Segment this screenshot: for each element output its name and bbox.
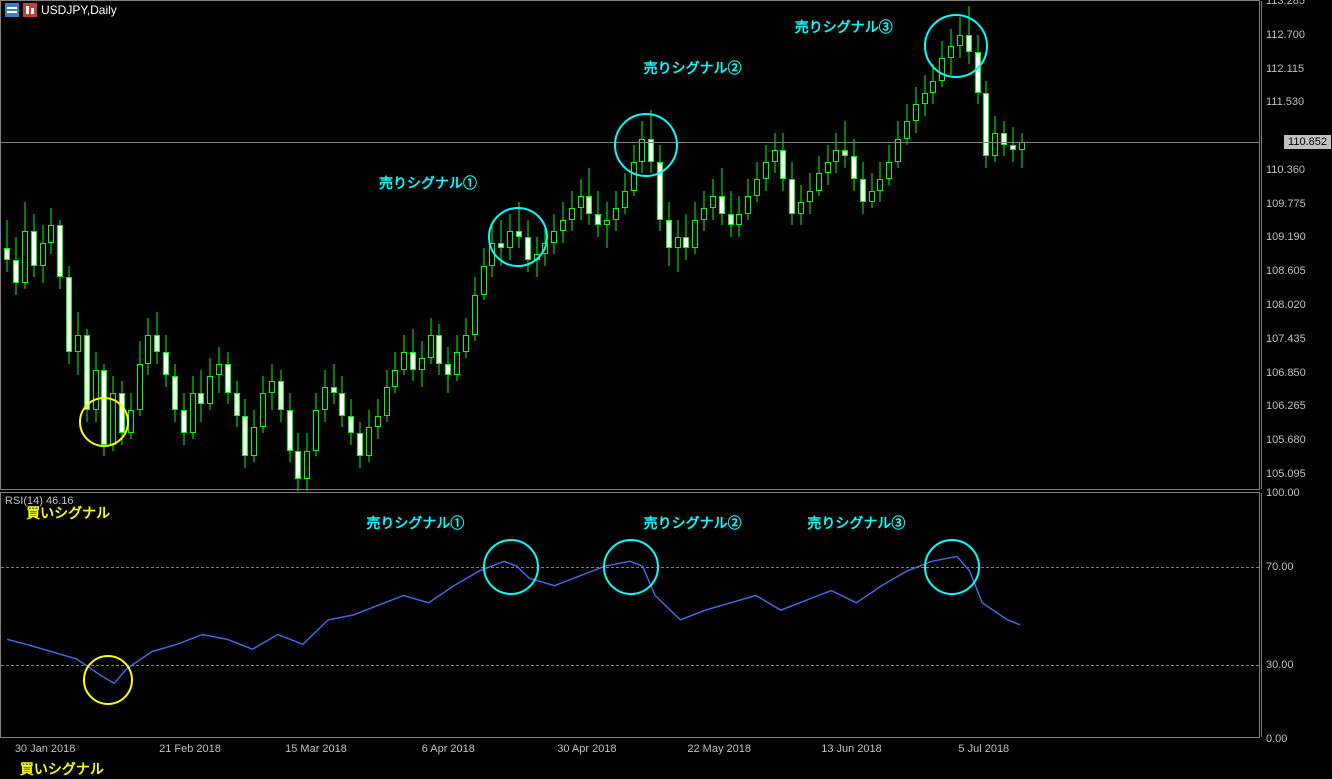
- time-x-tick: 21 Feb 2018: [159, 743, 221, 755]
- chart-title-bar: USDJPY,Daily: [5, 3, 117, 17]
- signal-circle: [79, 397, 129, 447]
- signal-circle: [483, 539, 539, 595]
- signal-label: 売りシグナル①: [366, 513, 464, 533]
- price-y-tick: 105.680: [1266, 434, 1306, 446]
- signal-circle: [614, 113, 678, 177]
- price-y-tick: 109.775: [1266, 198, 1306, 210]
- price-y-tick: 108.020: [1266, 299, 1306, 311]
- price-y-tick: 105.095: [1266, 468, 1306, 480]
- price-y-tick: 110.360: [1266, 164, 1305, 176]
- rsi-y-tick: 30.00: [1266, 659, 1294, 671]
- price-y-tick: 109.190: [1266, 231, 1306, 243]
- signal-label: 売りシグナル②: [644, 513, 742, 533]
- current-price-badge: 110.852: [1284, 135, 1331, 149]
- price-y-tick: 106.850: [1266, 367, 1306, 379]
- time-x-tick: 5 Jul 2018: [958, 743, 1009, 755]
- chart-icon-1: [5, 3, 19, 17]
- signal-label: 売りシグナル③: [795, 17, 893, 37]
- price-y-axis: 113.285 112.700 112.115 111.530 110.360 109.7…: [1261, 1, 1331, 489]
- signal-label: 売りシグナル③: [807, 513, 905, 533]
- time-x-axis: 30 Jan 2018 21 Feb 2018 15 Mar 2018 6 Apr 2…: [1, 739, 1332, 763]
- price-y-tick: 113.285: [1266, 0, 1305, 7]
- signal-label: 売りシグナル①: [379, 173, 477, 193]
- signal-label: 買いシグナル: [20, 759, 104, 779]
- price-y-tick: 112.700: [1266, 29, 1305, 41]
- time-x-tick: 15 Mar 2018: [285, 743, 347, 755]
- price-y-tick: 106.265: [1266, 400, 1306, 412]
- rsi-y-tick: 70.00: [1266, 561, 1294, 573]
- rsi-level-line: [1, 665, 1259, 666]
- rsi-indicator-panel[interactable]: RSI(14) 46.16 100.0070.0030.000.00 買いシグナ…: [0, 492, 1260, 738]
- signal-circle: [603, 539, 659, 595]
- time-x-tick: 30 Apr 2018: [557, 743, 616, 755]
- price-y-tick: 112.115: [1266, 63, 1304, 75]
- signal-circle: [924, 539, 980, 595]
- time-x-tick: 30 Jan 2018: [15, 743, 76, 755]
- price-y-tick: 108.605: [1266, 265, 1306, 277]
- rsi-y-tick: 100.00: [1266, 487, 1300, 499]
- price-y-tick: 107.435: [1266, 333, 1306, 345]
- rsi-line-chart: [1, 493, 1259, 737]
- signal-circle: [488, 207, 548, 267]
- signal-label: 売りシグナル②: [644, 58, 742, 78]
- time-x-tick: 13 Jun 2018: [821, 743, 882, 755]
- chart-title: USDJPY,Daily: [41, 3, 117, 17]
- rsi-y-axis: 100.0070.0030.000.00: [1261, 493, 1331, 737]
- rsi-label: RSI(14) 46.16: [5, 495, 73, 507]
- signal-circle: [83, 655, 133, 705]
- price-chart-panel[interactable]: USDJPY,Daily 113.285112.700112.115111.53…: [0, 0, 1260, 490]
- price-y-tick: 111.530: [1266, 96, 1304, 108]
- chart-icon-2: [23, 3, 37, 17]
- signal-circle: [924, 14, 988, 78]
- time-x-tick: 6 Apr 2018: [422, 743, 475, 755]
- time-x-tick: 22 May 2018: [687, 743, 751, 755]
